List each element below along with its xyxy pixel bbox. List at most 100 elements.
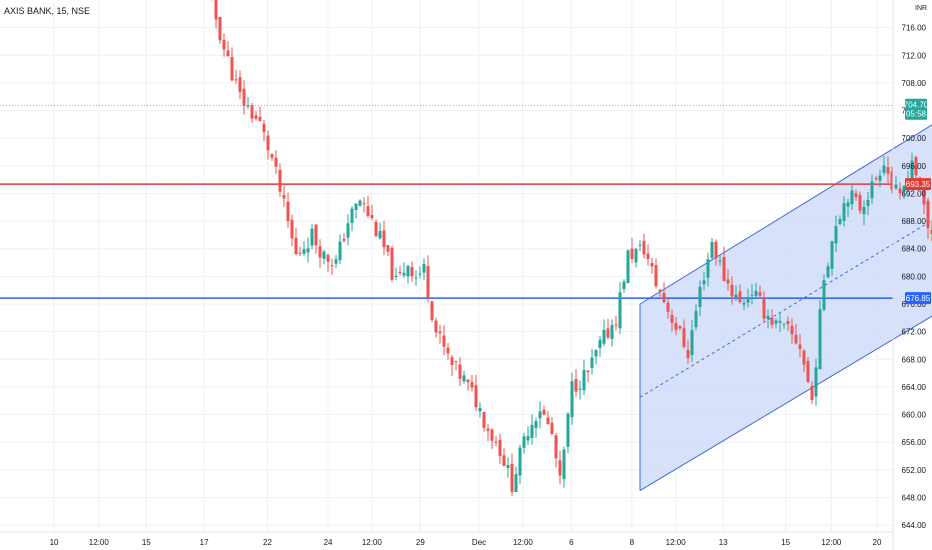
regression-channel[interactable] [639, 41, 932, 491]
candle-body [462, 375, 466, 382]
candle-body [334, 259, 338, 264]
x-tick-label: 20 [873, 538, 882, 547]
candle-body [594, 350, 598, 357]
candle-body [506, 464, 510, 469]
candle-body [858, 195, 862, 211]
candle-body [314, 224, 318, 246]
candle-body [418, 273, 422, 275]
bar-countdown: 05:58 [906, 110, 927, 119]
y-tick-label: 700.00 [902, 134, 927, 143]
candle-body [538, 411, 542, 419]
candle-body [854, 193, 858, 197]
candle-body [750, 294, 754, 296]
candle-body [234, 79, 238, 81]
candle-body [742, 302, 746, 305]
x-tick-label: Dec [472, 538, 486, 547]
candle-body [382, 230, 386, 248]
candle-body [922, 182, 926, 205]
candle-body [286, 201, 290, 222]
candle-body [466, 379, 470, 383]
candle-body [542, 409, 546, 415]
candle-body [422, 263, 426, 273]
candle-body [698, 286, 702, 307]
candle-body [486, 428, 490, 431]
candle-body [478, 407, 482, 412]
candle-body [494, 441, 498, 443]
candle-body [622, 281, 626, 289]
candle-body [882, 165, 886, 173]
candle-body [654, 265, 658, 287]
candle-body [886, 167, 890, 174]
candle-body [218, 17, 222, 41]
candle-body [650, 263, 654, 267]
candle-body [606, 328, 610, 338]
candle-body [702, 280, 706, 285]
time-axis[interactable]: 10 12:00 15 17 22 24 12:00 29 Dec 12:00 6 8 12:00 13 1… [50, 538, 882, 547]
candle-body [686, 349, 690, 358]
candle-body [602, 329, 606, 344]
candle-body [758, 292, 762, 296]
candle-body [402, 272, 406, 276]
y-tick-label: 716.00 [902, 24, 927, 33]
candle-body [242, 88, 246, 106]
candle-body [398, 272, 402, 274]
candle-body [842, 203, 846, 221]
x-tick-label: 12:00 [513, 538, 534, 547]
candle-body [870, 181, 874, 199]
y-tick-label: 648.00 [902, 493, 927, 502]
candle-body [546, 417, 550, 424]
candle-body [614, 324, 618, 326]
candle-body [670, 314, 674, 323]
candles [211, 0, 932, 496]
candle-body [690, 330, 694, 356]
candle-body [826, 266, 830, 278]
candle-body [714, 241, 718, 259]
candle-body [474, 385, 478, 408]
candle-body [282, 195, 286, 199]
candle-body [814, 367, 818, 397]
candle-body [782, 323, 786, 325]
candle-body [374, 221, 378, 237]
candle-body [482, 411, 486, 428]
candle-body [722, 257, 726, 281]
candle-body [434, 320, 438, 333]
candle-body [526, 436, 530, 441]
x-tick-label: 12:00 [666, 538, 687, 547]
y-tick-label: 656.00 [902, 438, 927, 447]
x-tick-label: 8 [630, 538, 635, 547]
candle-body [414, 277, 418, 279]
candle-body [266, 135, 270, 151]
current-price-tag [905, 98, 927, 120]
candle-body [682, 328, 686, 347]
level-price-value: 693.35 [906, 180, 931, 189]
candle-body [426, 265, 430, 298]
candle-body [734, 294, 738, 299]
y-tick-label: 708.00 [902, 79, 927, 88]
currency-label: INR [915, 5, 928, 12]
candle-body [738, 291, 742, 303]
candle-body [430, 301, 434, 320]
channel-upper-line[interactable] [639, 41, 932, 305]
candle-body [366, 206, 370, 216]
candle-body [342, 238, 346, 241]
horizontal-levels[interactable] [0, 105, 893, 299]
candle-body [298, 252, 302, 254]
y-tick-label: 672.00 [902, 328, 927, 337]
y-tick-label: 644.00 [902, 521, 927, 530]
candle-body [222, 39, 226, 50]
y-tick-label: 692.00 [902, 189, 927, 198]
y-tick-label: 652.00 [902, 466, 927, 475]
candle-body [514, 474, 518, 492]
candle-body [550, 422, 554, 434]
candle-body [502, 455, 506, 467]
candle-body [230, 56, 234, 81]
candle-body [510, 463, 514, 492]
candle-body [790, 325, 794, 335]
x-tick-label: 22 [263, 538, 272, 547]
candle-body [378, 231, 382, 239]
channel-lower-line[interactable] [639, 235, 932, 491]
candle-body [362, 203, 366, 205]
candle-body [638, 244, 642, 246]
